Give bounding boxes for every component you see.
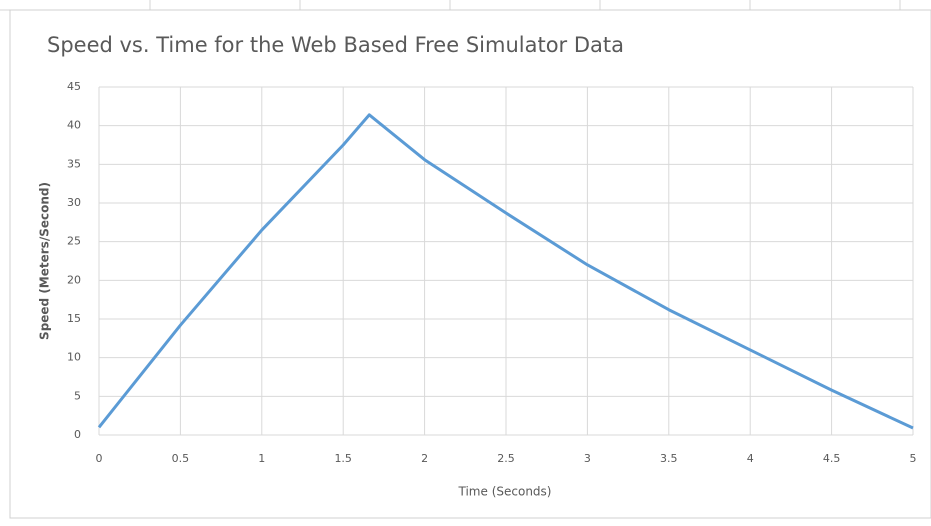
x-tick-label: 0.5 [172,452,190,465]
y-tick-label: 20 [67,273,81,286]
y-tick-label: 5 [74,389,81,402]
x-tick-label: 4.5 [823,452,841,465]
x-tick-label: 3.5 [660,452,678,465]
y-tick-label: 25 [67,235,81,248]
x-tick-label: 1.5 [334,452,352,465]
x-tick-label: 0 [96,452,103,465]
x-axis-title: Time (Seconds) [458,485,552,499]
y-tick-label: 0 [74,428,81,441]
x-tick-label: 4 [747,452,754,465]
x-tick-label: 2.5 [497,452,515,465]
data-line [97,113,914,430]
x-tick-label: 5 [910,452,917,465]
y-tick-label: 15 [67,312,81,325]
chart-area [9,9,931,519]
y-tick-label: 35 [67,157,81,170]
y-axis-title: Speed (Meters/Second) [38,182,52,340]
y-tick-label: 40 [67,119,81,132]
y-tick-label: 30 [67,196,81,209]
x-tick-label: 3 [584,452,591,465]
y-tick-label: 10 [67,351,81,364]
x-tick-label: 2 [421,452,428,465]
spreadsheet-cells [0,0,931,11]
chart-title: Speed vs. Time for the Web Based Free Si… [47,33,624,57]
y-tick-label: 45 [67,80,81,93]
x-tick-label: 1 [258,452,265,465]
